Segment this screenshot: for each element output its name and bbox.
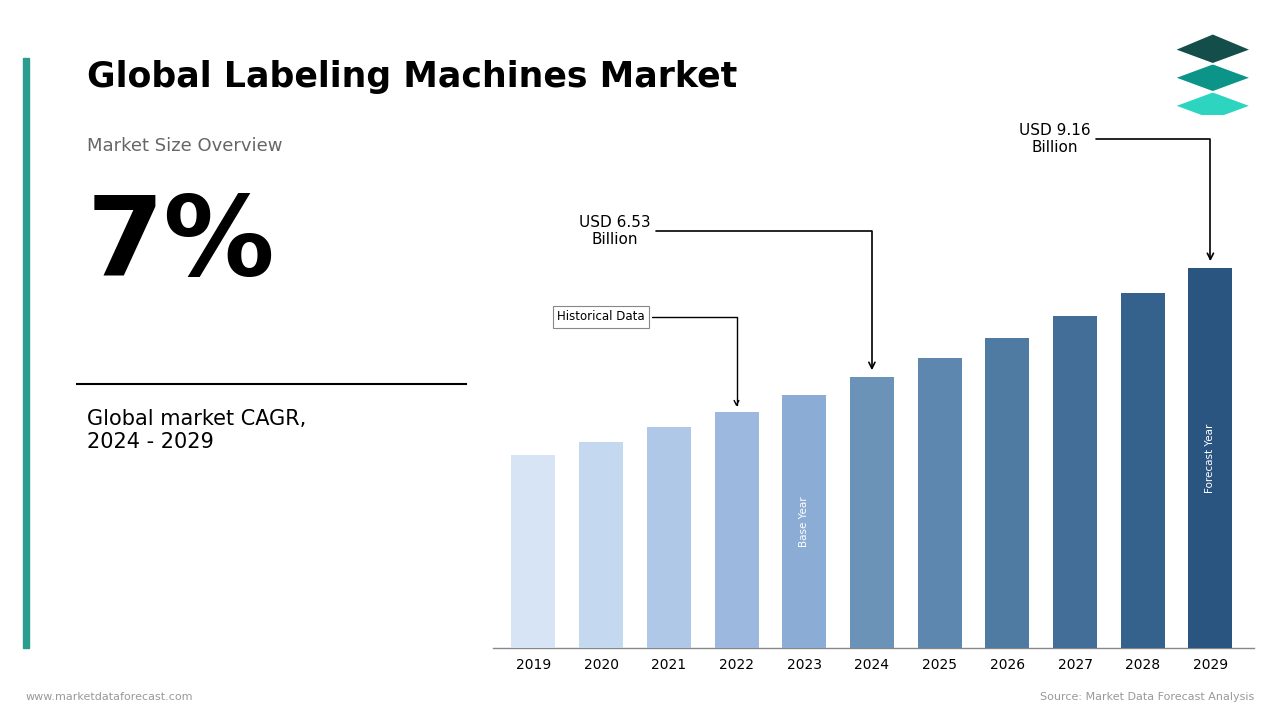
Bar	[512, 455, 556, 648]
Polygon shape	[1175, 92, 1251, 120]
Bar	[1188, 268, 1233, 648]
Polygon shape	[1175, 64, 1251, 92]
Text: USD 9.16
Billion: USD 9.16 Billion	[1019, 122, 1213, 259]
Text: Base Year: Base Year	[799, 496, 809, 546]
Polygon shape	[1175, 34, 1251, 64]
Bar	[1053, 316, 1097, 648]
Text: Forecast Year: Forecast Year	[1206, 423, 1216, 492]
Bar	[714, 412, 759, 648]
Bar	[986, 338, 1029, 648]
Text: Market Size Overview: Market Size Overview	[87, 137, 283, 155]
Bar	[1121, 293, 1165, 648]
Bar	[646, 428, 691, 648]
Text: Global Labeling Machines Market: Global Labeling Machines Market	[87, 60, 737, 94]
Bar	[579, 442, 623, 648]
Bar	[918, 358, 961, 648]
Text: Source: Market Data Forecast Analysis: Source: Market Data Forecast Analysis	[1041, 692, 1254, 702]
Text: 7%: 7%	[87, 191, 275, 298]
Text: Historical Data: Historical Data	[557, 310, 739, 405]
Text: www.marketdataforecast.com: www.marketdataforecast.com	[26, 692, 193, 702]
Text: USD 6.53
Billion: USD 6.53 Billion	[579, 215, 876, 369]
Text: Global market CAGR,
2024 - 2029: Global market CAGR, 2024 - 2029	[87, 409, 306, 452]
Bar	[850, 377, 893, 648]
Bar	[782, 395, 826, 648]
